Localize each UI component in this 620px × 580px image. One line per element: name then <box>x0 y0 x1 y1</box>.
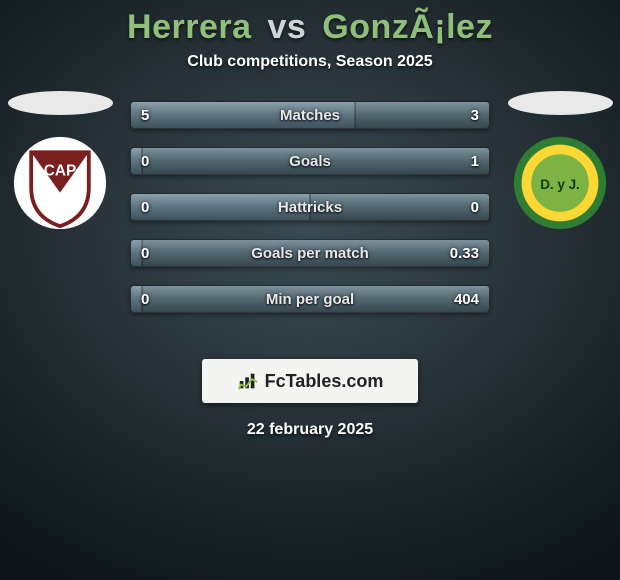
stat-label: Goals per match <box>131 240 489 266</box>
stat-row: 00Hattricks <box>130 193 490 221</box>
avatar-placeholder-right <box>508 91 613 115</box>
team-badge-right: D. y J. <box>512 135 608 231</box>
player-right-name: GonzÃ¡lez <box>322 8 493 46</box>
brand-box[interactable]: FcTables.com <box>202 359 418 403</box>
vs-text: vs <box>267 8 306 46</box>
stat-label: Hattricks <box>131 194 489 220</box>
team-left-initials: CAP <box>44 162 76 179</box>
stat-row: 53Matches <box>130 101 490 129</box>
stats-stage: CAP D. y J. 53Matches 01Goals 00Hattricks 0… <box>0 101 620 341</box>
stat-label: Min per goal <box>131 286 489 312</box>
player-left-name: Herrera <box>127 8 251 46</box>
stats-bars: 53Matches 01Goals 00Hattricks 00.33Goals pe… <box>130 101 490 313</box>
subtitle: Club competitions, Season 2025 <box>0 53 620 71</box>
team-right-initials: D. y J. <box>540 177 580 192</box>
page-title: Herrera vs GonzÃ¡lez <box>0 8 620 47</box>
player-right-slot: D. y J. <box>500 91 620 231</box>
date-text: 22 february 2025 <box>0 421 620 439</box>
brand-text: FcTables.com <box>265 371 384 392</box>
stat-label: Matches <box>131 102 489 128</box>
team-badge-left: CAP <box>12 135 108 231</box>
stat-row: 00.33Goals per match <box>130 239 490 267</box>
bar-chart-icon <box>237 370 259 392</box>
stat-row: 0404Min per goal <box>130 285 490 313</box>
avatar-placeholder-left <box>8 91 113 115</box>
stat-row: 01Goals <box>130 147 490 175</box>
player-left-slot: CAP <box>0 91 120 231</box>
stat-label: Goals <box>131 148 489 174</box>
card: Herrera vs GonzÃ¡lez Club competitions, … <box>0 0 620 439</box>
